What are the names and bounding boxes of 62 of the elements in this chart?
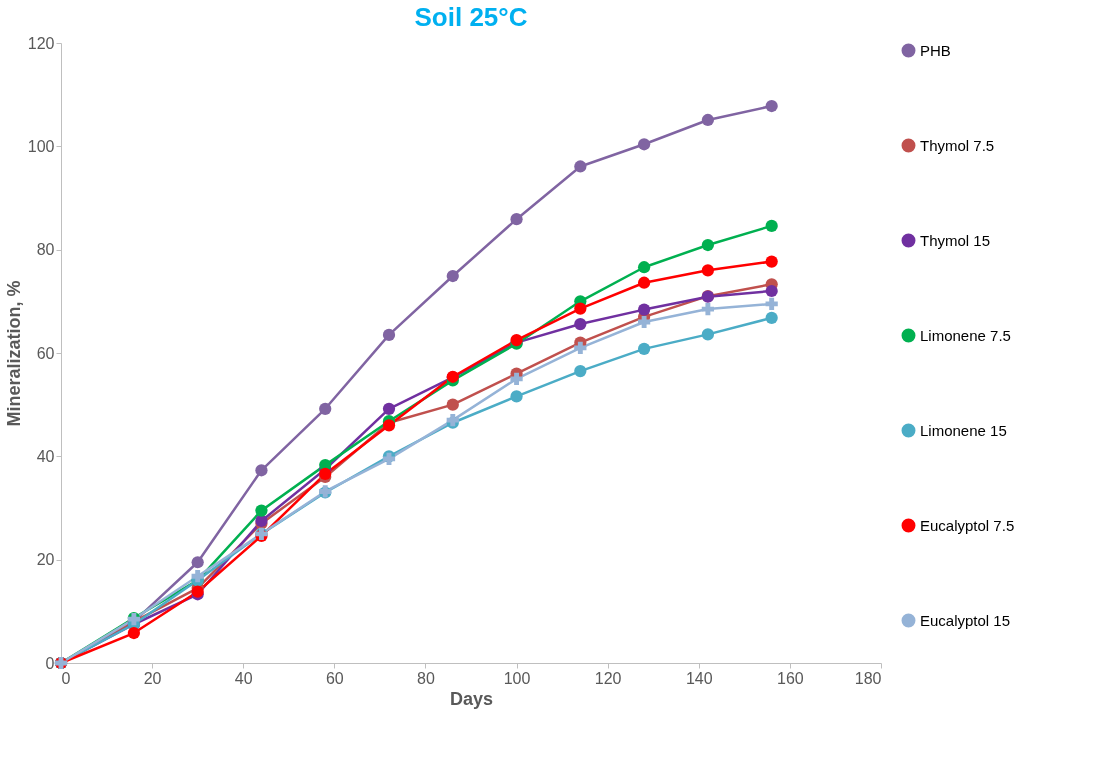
point	[701, 113, 715, 127]
point	[637, 276, 651, 289]
y-tick-label: 120	[27, 34, 55, 52]
x-tick-label: 120	[594, 669, 622, 687]
point	[255, 504, 268, 517]
point	[765, 297, 778, 311]
x-axis-title: Days	[449, 688, 494, 709]
point	[574, 364, 587, 378]
legend-label: Thymol 15	[920, 231, 991, 249]
x-tick-label: 100	[503, 669, 531, 687]
point	[574, 302, 587, 315]
point	[510, 390, 523, 403]
y-tick-label: 40	[36, 447, 55, 465]
point	[765, 311, 778, 324]
x-tick-label: 80	[417, 669, 435, 687]
point	[701, 264, 715, 277]
y-tick-label: 20	[36, 551, 55, 569]
legend-label: Eucalyptol 15	[920, 611, 1011, 629]
legend-label: Limonene 15	[920, 421, 1007, 439]
point	[574, 160, 587, 173]
legend-label: Thymol 7.5	[920, 136, 995, 154]
point	[510, 372, 523, 385]
point	[574, 341, 587, 354]
point	[637, 315, 651, 329]
point	[701, 328, 715, 341]
x-tick-label: 40	[234, 669, 253, 687]
point	[701, 302, 715, 316]
point	[701, 238, 715, 252]
x-tick-label: 20	[143, 669, 162, 687]
point	[319, 402, 332, 415]
y-tick-label: 80	[36, 241, 55, 259]
point	[765, 99, 778, 113]
x-tick-label: 140	[685, 669, 713, 687]
point	[765, 219, 778, 233]
point	[191, 556, 204, 569]
point	[574, 317, 587, 331]
legend-label: PHB	[920, 41, 951, 59]
legend-label: Limonene 7.5	[920, 326, 1011, 344]
chart-title: Soil 25°C	[414, 2, 528, 32]
point	[127, 626, 141, 640]
point	[382, 402, 396, 415]
point	[382, 328, 396, 342]
point	[637, 261, 651, 274]
point	[510, 213, 523, 226]
y-tick-label: 60	[36, 344, 55, 362]
legend-label: Eucalyptol 7.5	[920, 516, 1015, 534]
point	[637, 303, 651, 316]
x-tick-label: 160	[777, 669, 804, 687]
y-tick-label: 100	[27, 137, 55, 155]
point	[446, 398, 459, 411]
x-tick-label: 180	[854, 669, 882, 687]
y-tick-label: 0	[45, 654, 55, 672]
point	[765, 255, 778, 268]
point	[765, 284, 778, 298]
x-tick-label: 0	[61, 669, 71, 687]
point	[446, 269, 459, 283]
point	[255, 464, 268, 477]
point	[637, 342, 651, 355]
y-axis-title: Mineralization, %	[3, 280, 24, 427]
point	[191, 570, 204, 583]
x-tick-label: 60	[325, 669, 344, 687]
point	[637, 138, 651, 151]
